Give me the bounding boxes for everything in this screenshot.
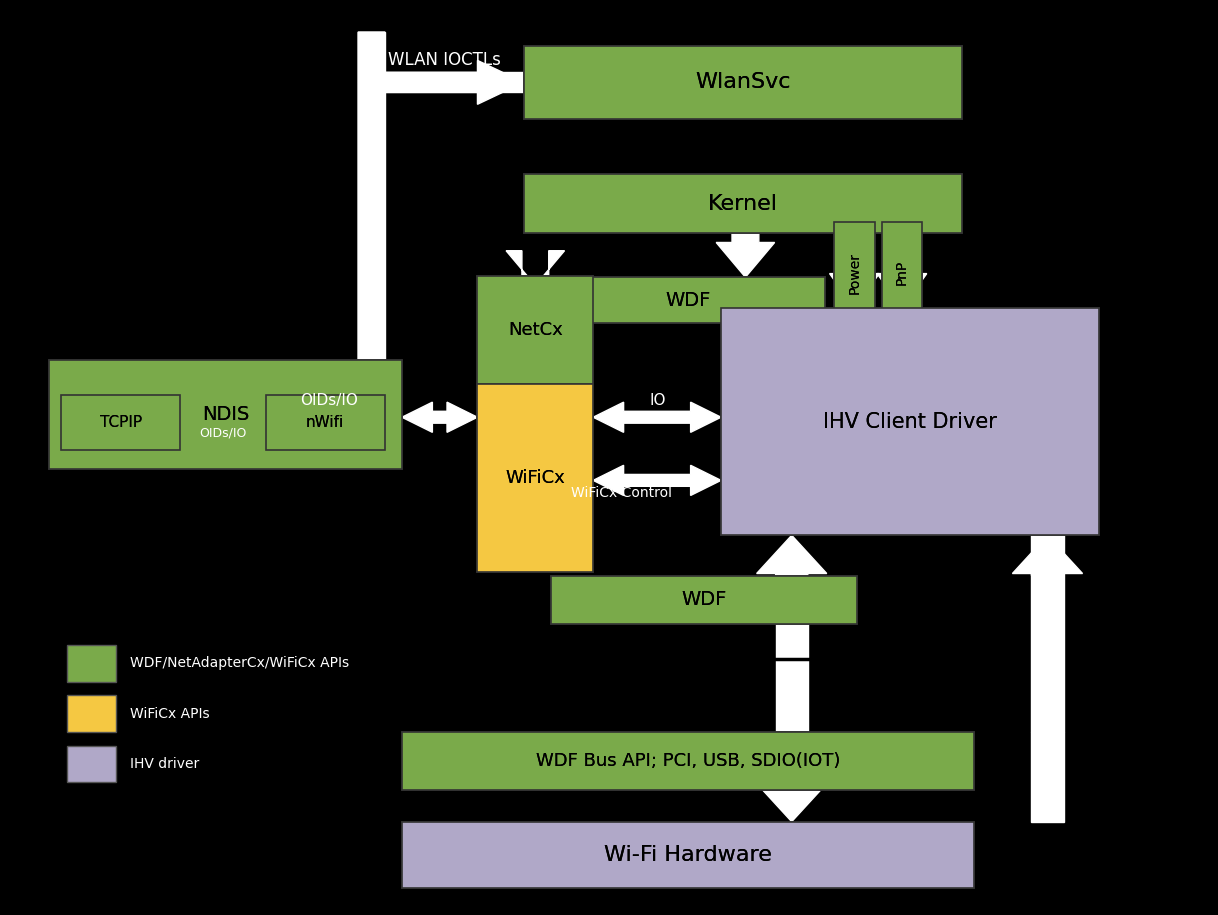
Polygon shape	[829, 233, 879, 308]
FancyBboxPatch shape	[834, 222, 875, 323]
Text: WiFiCx: WiFiCx	[505, 469, 565, 487]
Polygon shape	[593, 403, 721, 432]
Text: WiFiCx: WiFiCx	[505, 469, 565, 487]
Text: WDF: WDF	[681, 590, 727, 609]
FancyBboxPatch shape	[402, 822, 974, 888]
Text: IHV Client Driver: IHV Client Driver	[823, 412, 996, 432]
FancyBboxPatch shape	[524, 174, 962, 233]
FancyBboxPatch shape	[49, 360, 402, 469]
FancyBboxPatch shape	[524, 46, 962, 119]
FancyBboxPatch shape	[402, 732, 974, 790]
Text: TCPIP: TCPIP	[100, 415, 141, 430]
FancyBboxPatch shape	[67, 645, 116, 682]
Polygon shape	[402, 403, 477, 432]
FancyBboxPatch shape	[721, 308, 1099, 535]
Text: PnP: PnP	[895, 260, 909, 285]
Text: WDF: WDF	[665, 291, 710, 309]
Polygon shape	[505, 251, 564, 285]
Text: WiFiCx Control: WiFiCx Control	[571, 486, 671, 500]
Text: PnP: PnP	[895, 260, 909, 285]
FancyBboxPatch shape	[266, 395, 385, 450]
Text: nWifi: nWifi	[306, 415, 345, 430]
Polygon shape	[358, 32, 385, 82]
FancyBboxPatch shape	[477, 384, 593, 572]
Text: nWifi: nWifi	[306, 415, 345, 430]
FancyBboxPatch shape	[551, 576, 857, 624]
Text: Kernel: Kernel	[708, 194, 778, 213]
FancyBboxPatch shape	[524, 174, 962, 233]
Polygon shape	[1012, 535, 1083, 576]
Text: WlanSvc: WlanSvc	[695, 72, 790, 92]
Text: IHV driver: IHV driver	[130, 757, 200, 771]
Text: WDF: WDF	[665, 291, 710, 309]
FancyBboxPatch shape	[61, 395, 180, 450]
Polygon shape	[371, 60, 524, 104]
FancyBboxPatch shape	[834, 222, 875, 323]
Polygon shape	[776, 624, 808, 732]
Text: WiFiCx APIs: WiFiCx APIs	[130, 706, 209, 721]
Polygon shape	[180, 409, 266, 436]
FancyBboxPatch shape	[67, 695, 116, 732]
Text: Power: Power	[848, 252, 861, 294]
Text: OIDs/IO: OIDs/IO	[200, 426, 246, 439]
FancyBboxPatch shape	[266, 395, 385, 450]
Text: WlanSvc: WlanSvc	[695, 72, 790, 92]
FancyBboxPatch shape	[477, 276, 593, 384]
FancyBboxPatch shape	[402, 822, 974, 888]
Text: IO: IO	[649, 393, 666, 408]
FancyBboxPatch shape	[721, 308, 1099, 535]
Polygon shape	[756, 535, 827, 576]
Polygon shape	[593, 465, 721, 496]
FancyBboxPatch shape	[524, 46, 962, 119]
Text: IHV Client Driver: IHV Client Driver	[823, 412, 996, 432]
FancyBboxPatch shape	[882, 222, 922, 323]
Polygon shape	[756, 733, 827, 822]
Polygon shape	[342, 32, 401, 425]
FancyBboxPatch shape	[61, 395, 180, 450]
Polygon shape	[371, 72, 524, 92]
Text: NetCx: NetCx	[508, 321, 563, 339]
Text: Kernel: Kernel	[708, 194, 778, 213]
Text: WDF Bus API; PCI, USB, SDIO(IOT): WDF Bus API; PCI, USB, SDIO(IOT)	[536, 752, 840, 770]
FancyBboxPatch shape	[477, 276, 593, 384]
Text: NetCx: NetCx	[508, 321, 563, 339]
Text: WDF Bus API; PCI, USB, SDIO(IOT): WDF Bus API; PCI, USB, SDIO(IOT)	[536, 752, 840, 770]
Polygon shape	[1032, 732, 1063, 822]
FancyBboxPatch shape	[402, 732, 974, 790]
Polygon shape	[877, 233, 927, 308]
Text: NDIS: NDIS	[202, 405, 248, 424]
Text: WLAN IOCTLs: WLAN IOCTLs	[389, 50, 501, 69]
FancyBboxPatch shape	[67, 746, 116, 782]
Text: Wi-Fi Hardware: Wi-Fi Hardware	[604, 845, 772, 865]
FancyBboxPatch shape	[551, 576, 857, 624]
Polygon shape	[505, 359, 564, 393]
FancyBboxPatch shape	[477, 384, 593, 572]
Text: TCPIP: TCPIP	[100, 415, 141, 430]
Text: NDIS: NDIS	[202, 405, 248, 424]
Polygon shape	[1032, 535, 1063, 732]
Text: Wi-Fi Hardware: Wi-Fi Hardware	[604, 845, 772, 865]
Polygon shape	[358, 82, 385, 391]
Text: OIDs/IO: OIDs/IO	[300, 393, 358, 408]
Text: Power: Power	[848, 252, 861, 294]
Text: WDF/NetAdapterCx/WiFiCx APIs: WDF/NetAdapterCx/WiFiCx APIs	[130, 656, 350, 671]
Polygon shape	[716, 233, 775, 277]
FancyBboxPatch shape	[49, 360, 402, 469]
FancyBboxPatch shape	[551, 277, 825, 323]
FancyBboxPatch shape	[551, 277, 825, 323]
Text: WDF: WDF	[681, 590, 727, 609]
FancyBboxPatch shape	[882, 222, 922, 323]
